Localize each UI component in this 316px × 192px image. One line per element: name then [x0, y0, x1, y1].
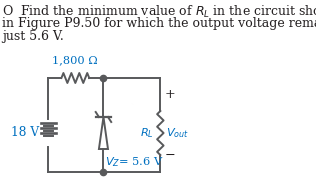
Text: $V_{out}$: $V_{out}$ — [166, 126, 189, 140]
Text: $R_L$: $R_L$ — [140, 126, 154, 140]
Text: O  Find the minimum value of $R_L$ in the circuit shown: O Find the minimum value of $R_L$ in the… — [2, 4, 316, 20]
Text: in Figure P9.50 for which the output voltage remains at: in Figure P9.50 for which the output vol… — [2, 17, 316, 30]
Text: 1,800 Ω: 1,800 Ω — [52, 55, 98, 65]
Text: +: + — [165, 88, 176, 101]
Text: just 5.6 V.: just 5.6 V. — [2, 30, 64, 43]
Text: $V_Z$= 5.6 V: $V_Z$= 5.6 V — [106, 155, 164, 169]
Text: 18 V: 18 V — [11, 127, 40, 140]
Text: −: − — [165, 149, 175, 162]
